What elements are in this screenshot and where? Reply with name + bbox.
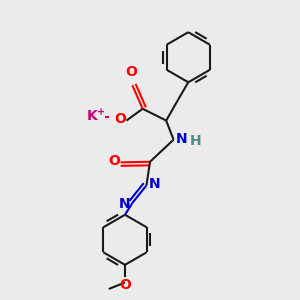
- Text: O: O: [114, 112, 126, 126]
- Text: N: N: [149, 177, 161, 191]
- Text: K: K: [87, 109, 98, 122]
- Text: N: N: [118, 196, 130, 211]
- Text: N: N: [176, 132, 188, 146]
- Text: O: O: [108, 154, 120, 169]
- Text: O: O: [119, 278, 131, 292]
- Text: +: +: [98, 107, 106, 117]
- Text: H: H: [190, 134, 201, 148]
- Text: O: O: [125, 65, 137, 79]
